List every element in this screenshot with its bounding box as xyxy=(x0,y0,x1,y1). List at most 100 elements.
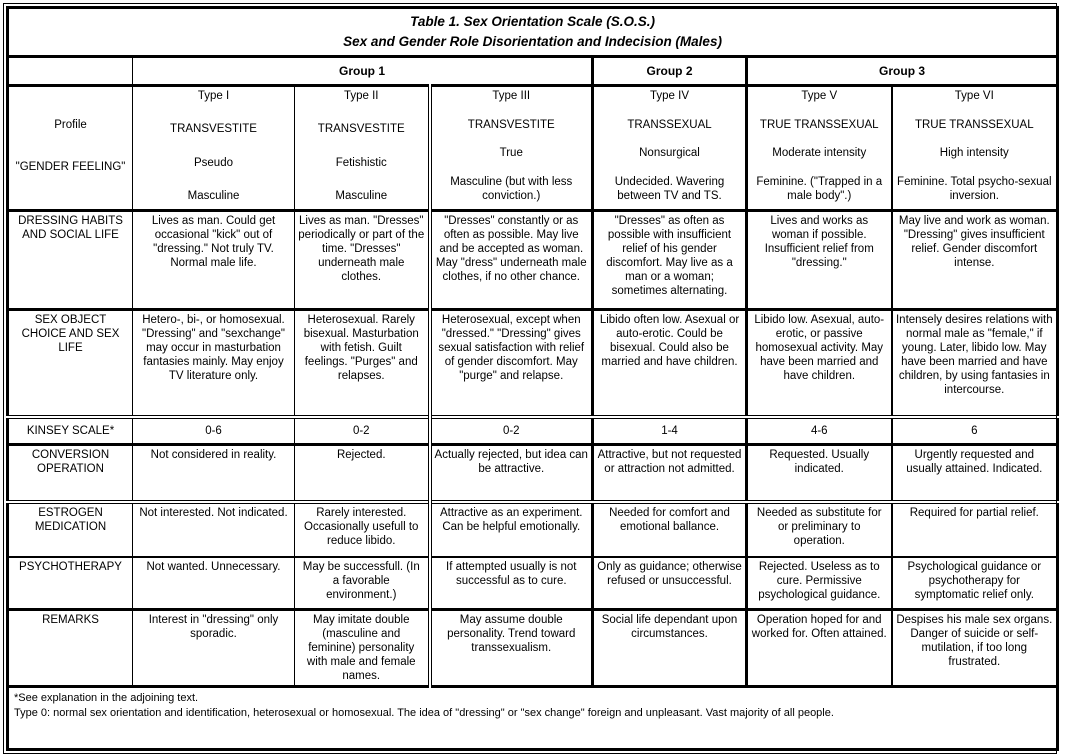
dressing-habits-row: DRESSING HABITS AND SOCIAL LIFE Lives as… xyxy=(7,209,1059,310)
cell: 4-6 xyxy=(745,415,892,445)
cell: Rarely interested. Occasionally usefull … xyxy=(294,500,430,558)
type-number: Type IV xyxy=(650,90,689,102)
type-feeling: Feminine. ("Trapped in a male body".) xyxy=(756,175,883,202)
cell: Despises his male sex organs. Danger of … xyxy=(890,607,1059,688)
remarks-row: REMARKS Interest in "dressing" only spor… xyxy=(7,607,1059,688)
profile-cell-type3: Type III TRANSVESTITE True Masculine (bu… xyxy=(427,84,593,211)
sex-object-row: SEX OBJECT CHOICE AND SEX LIFE Hetero-, … xyxy=(7,308,1059,418)
type-feeling: Masculine (but with less conviction.) xyxy=(450,175,573,202)
type-number: Type VI xyxy=(954,90,994,102)
cell: Libido low. Asexual, auto-erotic, or pas… xyxy=(745,308,892,418)
type-number: Type III xyxy=(492,90,531,102)
cell: Requested. Usually indicated. xyxy=(745,443,892,503)
cell: Intensely desires relations with normal … xyxy=(890,308,1059,418)
group-header-row: Group 1 Group 2 Group 3 xyxy=(7,56,1059,86)
row-label: REMARKS xyxy=(7,607,133,688)
cell: Psychological guidance or psychotherapy … xyxy=(890,556,1059,610)
title-row: Table 1. Sex Orientation Scale (S.O.S.) … xyxy=(6,7,1059,58)
row-label: PSYCHOTHERAPY xyxy=(7,556,133,610)
cell: Lives as man. Could get occasional "kick… xyxy=(132,209,295,310)
type-category: TRANSVESTITE xyxy=(170,123,257,136)
cell: Required for partial relief. xyxy=(890,500,1059,558)
row-label: CONVERSION OPERATION xyxy=(7,443,133,503)
footnote-line2: Type 0: normal sex orientation and ident… xyxy=(14,706,834,719)
cell: Libido often low. Asexual or auto-erotic… xyxy=(591,308,747,418)
profile-cell-type6: Type VI TRUE TRANSSEXUAL High intensity … xyxy=(890,84,1059,211)
group-header-spacer xyxy=(7,56,133,86)
footnote-row: *See explanation in the adjoining text. … xyxy=(6,685,1059,751)
row-label: SEX OBJECT CHOICE AND SEX LIFE xyxy=(7,308,133,418)
table-title: Table 1. Sex Orientation Scale (S.O.S.) … xyxy=(6,7,1059,58)
cell: 0-2 xyxy=(294,415,430,445)
type-feeling: Masculine xyxy=(335,189,388,202)
type-subtype: True xyxy=(499,147,523,160)
group-2-header: Group 2 xyxy=(591,56,747,86)
cell: Only as guidance; otherwise refused or u… xyxy=(591,556,747,610)
footnote-line1: *See explanation in the adjoining text. xyxy=(14,692,199,705)
type-category: TRUE TRANSSEXUAL xyxy=(914,118,1034,131)
cell: Operation hoped for and worked for. Ofte… xyxy=(745,607,892,688)
footnote-cell: *See explanation in the adjoining text. … xyxy=(6,685,1059,751)
type-subtype: Pseudo xyxy=(193,156,233,169)
cell: "Dresses" constantly or as often as poss… xyxy=(427,209,593,310)
estrogen-medication-row: ESTROGEN MEDICATION Not interested. Not … xyxy=(7,500,1059,558)
type-feeling: Masculine xyxy=(187,189,240,202)
profile-cell-type2: Type II TRANSVESTITE Fetishistic Masculi… xyxy=(294,84,430,211)
group-1-header: Group 1 xyxy=(132,56,593,86)
cell: May assume double personality. Trend tow… xyxy=(427,607,593,688)
cell: Needed for comfort and emotional ballanc… xyxy=(591,500,747,558)
cell: Attractive, but not requested or attract… xyxy=(591,443,747,503)
document-frame: Table 1. Sex Orientation Scale (S.O.S.) … xyxy=(3,3,1060,754)
cell: Attractive as an experiment. Can be help… xyxy=(427,500,593,558)
cell: Lives and works as woman if possible. In… xyxy=(745,209,892,310)
cell: May imitate double (masculine and femini… xyxy=(294,607,430,688)
conversion-operation-row: CONVERSION OPERATION Not considered in r… xyxy=(7,443,1059,503)
cell: Interest in "dressing" only sporadic. xyxy=(132,607,295,688)
group-3-header: Group 3 xyxy=(744,56,1059,86)
cell: 0-2 xyxy=(427,415,593,445)
type-number: Type II xyxy=(343,90,379,102)
profile-label: Profile xyxy=(54,119,87,132)
profile-row-label: Profile "GENDER FEELING" xyxy=(7,84,133,211)
cell: Heterosexual. Rarely bisexual. Masturbat… xyxy=(294,308,430,418)
row-label: KINSEY SCALE* xyxy=(7,415,133,445)
profile-cell-type4: Type IV TRANSSEXUAL Nonsurgical Undecide… xyxy=(591,84,747,211)
gender-feeling-label: "GENDER FEELING" xyxy=(15,160,126,173)
row-label: DRESSING HABITS AND SOCIAL LIFE xyxy=(7,209,133,310)
cell: Rejected. xyxy=(294,443,430,503)
cell: Not considered in reality. xyxy=(132,443,295,503)
cell: "Dresses" as often as possible with insu… xyxy=(591,209,747,310)
cell: 6 xyxy=(890,415,1059,445)
type-subtype: Moderate intensity xyxy=(772,147,867,160)
row-label: ESTROGEN MEDICATION xyxy=(7,500,133,558)
cell: If attempted usually is not successful a… xyxy=(427,556,593,610)
cell: Heterosexual, except when "dressed." "Dr… xyxy=(427,308,593,418)
cell: May live and work as woman. "Dressing" g… xyxy=(890,209,1059,310)
type-number: Type I xyxy=(197,90,230,102)
cell: Actually rejected, but idea can be attra… xyxy=(427,443,593,503)
cell: Social life dependant upon circumstances… xyxy=(591,607,747,688)
psychotherapy-row: PSYCHOTHERAPY Not wanted. Unnecessary. M… xyxy=(7,556,1059,610)
cell: Lives as man. "Dresses" periodically or … xyxy=(294,209,430,310)
kinsey-scale-row: KINSEY SCALE* 0-6 0-2 0-2 1-4 4-6 6 xyxy=(7,415,1059,445)
type-feeling: Feminine. Total psycho-sexual inversion. xyxy=(897,175,1052,202)
type-subtype: Fetishistic xyxy=(335,156,387,169)
profile-cell-type1: Type I TRANSVESTITE Pseudo Masculine xyxy=(132,84,295,211)
cell: Not interested. Not indicated. xyxy=(132,500,295,558)
type-category: TRANSVESTITE xyxy=(467,118,555,131)
cell: Rejected. Useless as to cure. Permissive… xyxy=(745,556,892,610)
cell: Hetero-, bi-, or homosexual. "Dressing" … xyxy=(132,308,295,418)
type-category: TRUE TRANSSEXUAL xyxy=(759,118,879,131)
cell: Urgently requested and usually attained.… xyxy=(890,443,1059,503)
type-feeling: Undecided. Wavering between TV and TS. xyxy=(614,175,725,202)
sex-orientation-scale-table: Table 1. Sex Orientation Scale (S.O.S.) … xyxy=(6,6,1060,752)
type-subtype: Nonsurgical xyxy=(639,147,700,160)
type-category: TRANSSEXUAL xyxy=(627,118,712,131)
cell: 1-4 xyxy=(591,415,747,445)
cell: 0-6 xyxy=(132,415,295,445)
cell: May be successfull. (In a favorable envi… xyxy=(294,556,430,610)
cell: Not wanted. Unnecessary. xyxy=(132,556,295,610)
cell: Needed as substitute for or preliminary … xyxy=(745,500,892,558)
table-title-line2: Sex and Gender Role Disorientation and I… xyxy=(343,34,722,49)
profile-row: Profile "GENDER FEELING" Type I TRANSVES… xyxy=(7,84,1059,211)
